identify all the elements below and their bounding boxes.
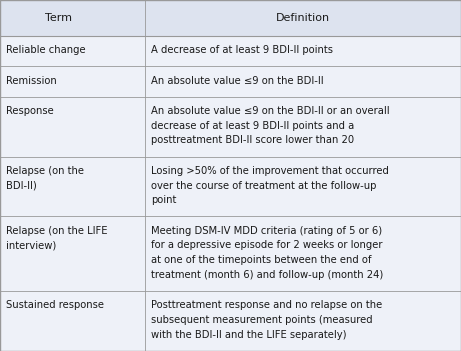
Text: at one of the timepoints between the end of: at one of the timepoints between the end… — [151, 255, 372, 265]
Text: Relapse (on the LIFE: Relapse (on the LIFE — [6, 226, 107, 236]
Text: A decrease of at least 9 BDI-II points: A decrease of at least 9 BDI-II points — [151, 45, 333, 55]
Text: An absolute value ≤9 on the BDI-II: An absolute value ≤9 on the BDI-II — [151, 75, 324, 86]
Bar — [0, 291, 461, 351]
Text: over the course of treatment at the follow-up: over the course of treatment at the foll… — [151, 180, 376, 191]
Text: Term: Term — [45, 13, 71, 23]
Text: posttreatment BDI-II score lower than 20: posttreatment BDI-II score lower than 20 — [151, 135, 354, 145]
Text: Response: Response — [6, 106, 54, 116]
Text: Remission: Remission — [6, 75, 57, 86]
Text: for a depressive episode for 2 weeks or longer: for a depressive episode for 2 weeks or … — [151, 240, 383, 250]
Bar — [0, 97, 461, 157]
Text: point: point — [151, 196, 177, 205]
Text: Definition: Definition — [276, 13, 330, 23]
Text: An absolute value ≤9 on the BDI-II or an overall: An absolute value ≤9 on the BDI-II or an… — [151, 106, 390, 116]
Bar — [0, 217, 461, 291]
Bar — [0, 36, 461, 66]
Text: treatment (month 6) and follow-up (month 24): treatment (month 6) and follow-up (month… — [151, 270, 383, 280]
Text: Meeting DSM-IV MDD criteria (rating of 5 or 6): Meeting DSM-IV MDD criteria (rating of 5… — [151, 226, 382, 236]
Text: BDI-II): BDI-II) — [6, 180, 37, 191]
Text: Relapse (on the: Relapse (on the — [6, 166, 84, 176]
Text: Losing >50% of the improvement that occurred: Losing >50% of the improvement that occu… — [151, 166, 389, 176]
Text: Posttreatment response and no relapse on the: Posttreatment response and no relapse on… — [151, 300, 382, 310]
Text: with the BDI-II and the LIFE separately): with the BDI-II and the LIFE separately) — [151, 330, 347, 340]
Text: decrease of at least 9 BDI-II points and a: decrease of at least 9 BDI-II points and… — [151, 121, 354, 131]
Bar — [0, 66, 461, 97]
Text: interview): interview) — [6, 240, 56, 250]
Text: subsequent measurement points (measured: subsequent measurement points (measured — [151, 315, 372, 325]
Text: Reliable change: Reliable change — [6, 45, 86, 55]
Bar — [0, 157, 461, 217]
Text: Sustained response: Sustained response — [6, 300, 104, 310]
Bar — [0, 0, 461, 36]
